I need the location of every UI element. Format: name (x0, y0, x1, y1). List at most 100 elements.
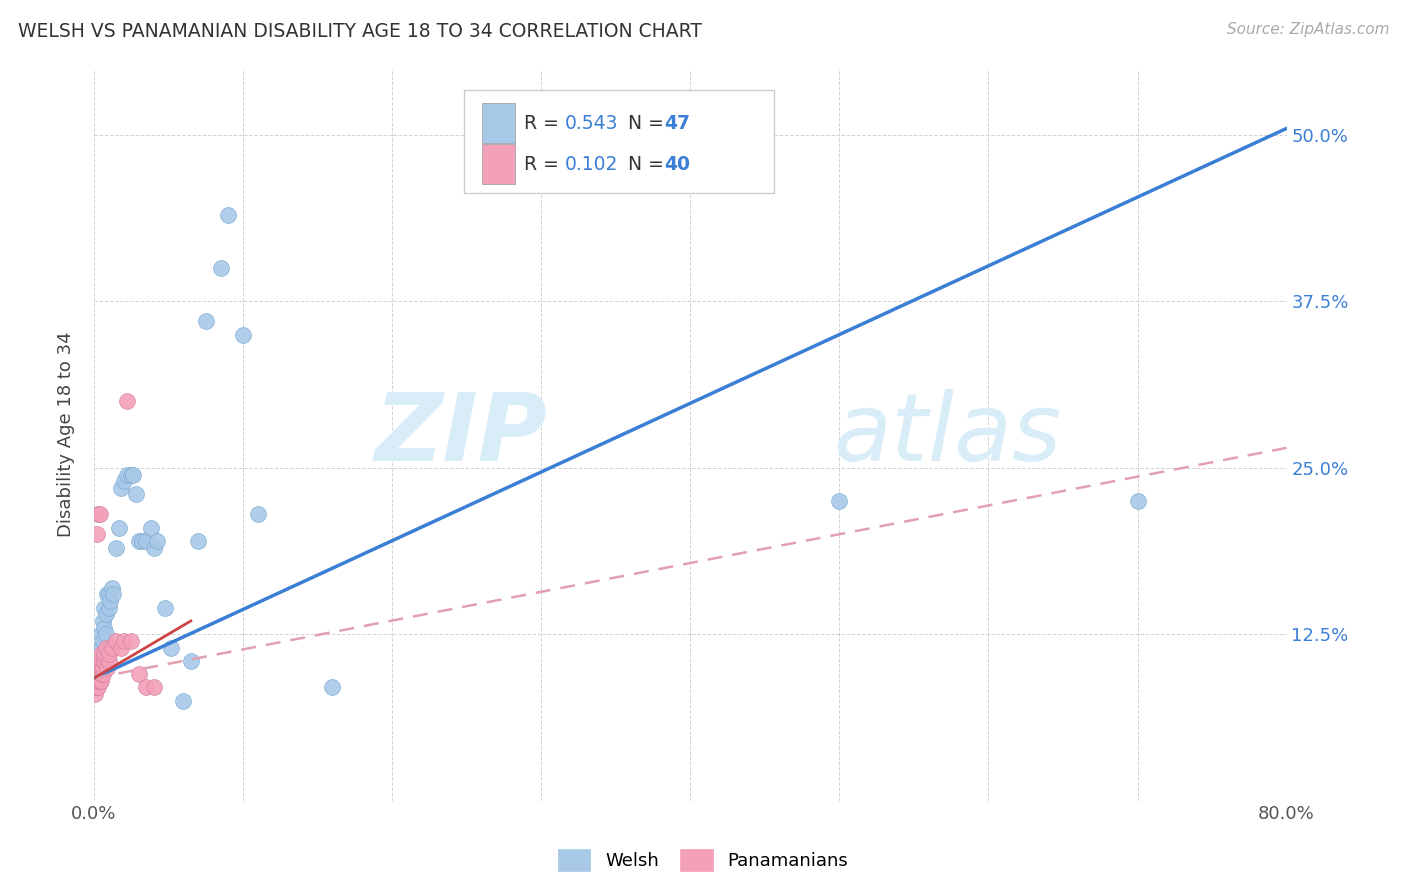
Point (828, 494, 851, 508)
Point (110, 640, 132, 655)
Point (84, 681, 107, 695)
Legend: Welsh, Panamanians: Welsh, Panamanians (551, 842, 855, 879)
Text: 40: 40 (664, 155, 690, 174)
Text: N =: N = (628, 155, 671, 174)
Point (86, 673, 108, 688)
Point (90, 673, 112, 688)
Text: 0.102: 0.102 (565, 155, 619, 174)
Point (90, 660, 112, 674)
Point (86, 667, 108, 681)
Point (89, 660, 111, 674)
Point (97, 647, 120, 661)
Point (139, 521, 162, 535)
Point (90, 660, 112, 674)
Point (89, 647, 111, 661)
Point (103, 587, 125, 601)
Point (105, 633, 128, 648)
Text: R =: R = (524, 114, 565, 133)
Point (128, 667, 150, 681)
Point (112, 633, 135, 648)
Point (105, 541, 128, 555)
Point (87, 660, 110, 674)
Point (209, 261, 232, 276)
Text: 0.543: 0.543 (565, 114, 619, 133)
Point (135, 534, 157, 549)
Point (108, 521, 131, 535)
Point (246, 508, 269, 522)
Point (93, 647, 115, 661)
Point (142, 541, 165, 555)
Point (93, 600, 115, 615)
Point (90, 654, 112, 668)
Point (89, 660, 111, 674)
Point (86, 527, 108, 541)
Point (112, 474, 135, 488)
Point (87, 667, 110, 681)
Point (87, 673, 110, 688)
Point (90, 627, 112, 641)
FancyBboxPatch shape (464, 90, 773, 193)
Point (89, 673, 111, 688)
Point (97, 600, 120, 615)
Point (89, 508, 111, 522)
Point (232, 327, 254, 342)
Point (187, 534, 209, 549)
Text: atlas: atlas (834, 389, 1062, 480)
Point (86, 681, 108, 695)
Point (90, 667, 112, 681)
Point (120, 467, 142, 482)
Point (84, 673, 107, 688)
Point (180, 654, 202, 668)
Point (131, 534, 153, 549)
Point (172, 694, 194, 708)
Point (110, 481, 132, 495)
Point (97, 654, 120, 668)
Point (94, 627, 117, 641)
Point (145, 534, 167, 549)
Point (87, 667, 110, 681)
Point (96, 587, 118, 601)
Point (90, 647, 112, 661)
Point (91, 614, 114, 628)
Point (121, 467, 143, 482)
FancyBboxPatch shape (481, 103, 515, 144)
Point (155, 600, 177, 615)
Point (217, 208, 239, 222)
Y-axis label: Disability Age 18 to 34: Disability Age 18 to 34 (58, 332, 75, 537)
Point (91, 633, 114, 648)
Point (124, 487, 146, 501)
Text: WELSH VS PANAMANIAN DISABILITY AGE 18 TO 34 CORRELATION CHART: WELSH VS PANAMANIAN DISABILITY AGE 18 TO… (18, 22, 702, 41)
FancyBboxPatch shape (481, 145, 515, 185)
Point (101, 640, 124, 655)
Text: Source: ZipAtlas.com: Source: ZipAtlas.com (1226, 22, 1389, 37)
Point (120, 633, 142, 648)
Point (101, 581, 124, 595)
Text: ZIP: ZIP (374, 389, 547, 481)
Point (94, 607, 117, 622)
Point (91, 667, 114, 681)
Point (91, 660, 114, 674)
Point (142, 681, 165, 695)
Point (115, 394, 138, 409)
Point (90, 640, 112, 655)
Point (98, 594, 121, 608)
Point (115, 467, 138, 482)
Point (194, 314, 217, 328)
Point (87, 681, 110, 695)
Point (86, 667, 108, 681)
Point (89, 667, 111, 681)
Point (96, 660, 118, 674)
Point (89, 640, 111, 655)
Point (1126, 494, 1149, 508)
Point (93, 654, 115, 668)
Point (87, 508, 110, 522)
Point (93, 621, 115, 635)
Text: R =: R = (524, 155, 565, 174)
Point (97, 587, 120, 601)
Point (94, 640, 117, 655)
Text: N =: N = (628, 114, 671, 133)
Text: 47: 47 (664, 114, 690, 133)
Point (87, 654, 110, 668)
Point (84, 687, 107, 701)
Point (86, 660, 108, 674)
